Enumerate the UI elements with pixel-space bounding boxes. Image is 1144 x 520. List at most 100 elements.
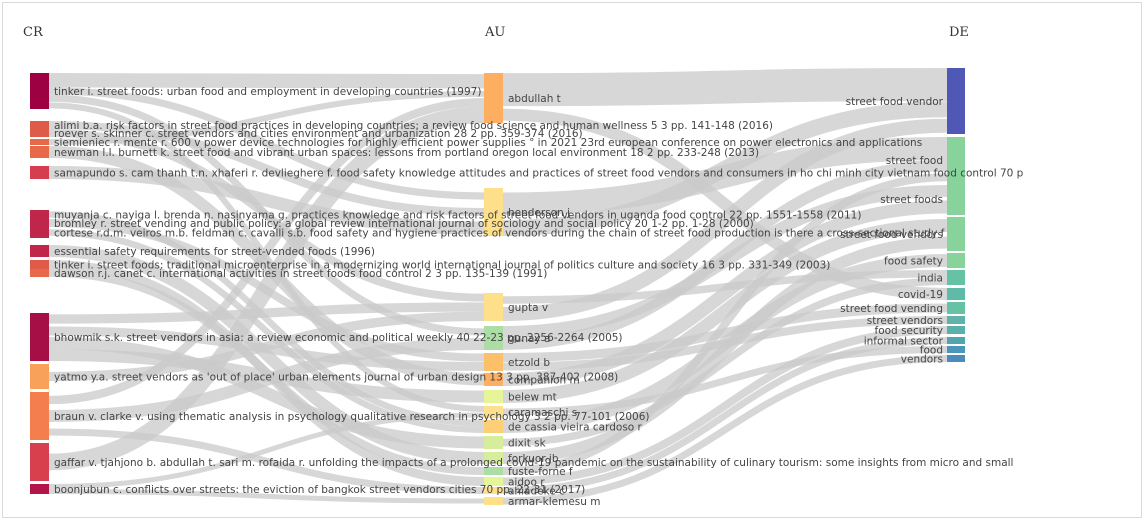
link-cr-15-au-4[interactable] — [48, 338, 485, 422]
labels-layer: tinker i. street foods: urban food and e… — [54, 86, 1024, 508]
de-node[interactable] — [947, 183, 965, 215]
cr-node-label: boonjubun c. conflicts over streets: the… — [54, 484, 585, 496]
link-cr-6-au-2[interactable] — [48, 166, 485, 235]
de-node[interactable] — [947, 137, 965, 183]
cr-node[interactable] — [30, 269, 49, 277]
cr-node[interactable] — [30, 210, 49, 219]
au-node-label: belew mt — [508, 392, 557, 404]
de-node-label: india — [917, 273, 943, 285]
de-node[interactable] — [947, 346, 965, 353]
link-au-2-de-1[interactable] — [502, 101, 948, 236]
cr-node-label: braun v. clarke v. using thematic analys… — [54, 411, 650, 423]
link-au-10-de-6[interactable] — [502, 277, 948, 447]
au-node[interactable] — [484, 293, 503, 321]
link-au-13-de-10[interactable] — [502, 326, 948, 486]
au-node-label: aidoo r — [508, 477, 545, 489]
au-node[interactable] — [484, 420, 503, 433]
de-node[interactable] — [947, 316, 965, 324]
de-node[interactable] — [947, 337, 965, 344]
au-node[interactable] — [484, 73, 503, 123]
cr-node[interactable] — [30, 227, 49, 238]
de-node[interactable] — [947, 302, 965, 314]
au-node[interactable] — [484, 452, 503, 464]
au-node[interactable] — [484, 390, 503, 403]
de-node[interactable] — [947, 270, 965, 285]
cr-node-label: dawson r.j. canet c. international activ… — [54, 268, 547, 280]
au-node[interactable] — [484, 326, 503, 350]
cr-node-label: alimi b.a. risk factors in street food p… — [54, 120, 773, 132]
link-au-4-de-2[interactable] — [502, 160, 948, 350]
link-cr-7-au-9[interactable] — [48, 211, 485, 427]
cr-node-label: samapundo s. cam thanh t.n. xhaferi r. d… — [54, 168, 1024, 180]
link-au-11-de-4[interactable] — [502, 236, 948, 464]
link-au-1-de-1[interactable] — [502, 68, 948, 107]
au-node[interactable] — [484, 487, 503, 494]
link-cr-15-au-1[interactable] — [48, 98, 485, 405]
cr-node-label: tinker i. street foods: traditional micr… — [54, 260, 830, 272]
link-au-8-de-12[interactable] — [502, 346, 948, 416]
au-node-label: de cassia vieira cardoso r — [508, 422, 643, 434]
au-node-label: henderson j — [508, 207, 570, 219]
cr-node-label: siemieniec r. mente r. 600 v power devic… — [54, 137, 922, 149]
link-cr-17-au-15[interactable] — [48, 489, 485, 504]
link-au-12-de-2[interactable] — [502, 173, 948, 475]
au-node-label: gupta v — [508, 302, 548, 314]
link-cr-1-au-1[interactable] — [48, 73, 485, 89]
nodes-layer — [30, 68, 965, 505]
cr-node[interactable] — [30, 484, 49, 494]
column-header-au: AU — [485, 25, 506, 40]
column-header-de: DE — [949, 25, 969, 40]
link-au-6-de-3[interactable] — [502, 200, 948, 386]
link-au-5-de-8[interactable] — [502, 303, 948, 362]
link-cr-16-au-1[interactable] — [48, 106, 485, 471]
au-node[interactable] — [484, 467, 503, 475]
de-node[interactable] — [947, 217, 965, 251]
au-node[interactable] — [484, 373, 503, 386]
cr-node[interactable] — [30, 146, 49, 158]
au-node[interactable] — [484, 406, 503, 418]
au-node[interactable] — [484, 477, 503, 486]
au-node[interactable] — [484, 188, 503, 236]
link-cr-10-au-11[interactable] — [48, 245, 485, 464]
de-node[interactable] — [947, 326, 965, 334]
cr-node-label: essential safety requirements for street… — [54, 246, 375, 258]
cr-node[interactable] — [30, 392, 49, 440]
link-au-7-de-4[interactable] — [502, 219, 948, 403]
link-au-3-de-1[interactable] — [502, 118, 948, 321]
au-node[interactable] — [484, 353, 503, 371]
cr-node[interactable] — [30, 313, 49, 361]
au-node[interactable] — [484, 436, 503, 449]
cr-node[interactable] — [30, 139, 49, 145]
cr-node[interactable] — [30, 443, 49, 481]
link-au-15-de-13[interactable] — [502, 355, 948, 505]
de-node[interactable] — [947, 68, 965, 134]
de-node-label: street foods — [880, 194, 943, 206]
au-node-label: abdullah t — [508, 93, 561, 105]
cr-node[interactable] — [30, 166, 49, 179]
link-cr-13-au-10[interactable] — [48, 337, 485, 449]
de-node-label: food security — [875, 325, 943, 337]
link-cr-14-au-3[interactable] — [48, 311, 485, 382]
au-node-label: dixit sk — [508, 438, 547, 450]
link-cr-17-au-8[interactable] — [48, 412, 485, 489]
link-au-14-de-11[interactable] — [502, 337, 948, 494]
link-au-1-de-7[interactable] — [502, 108, 948, 300]
de-node[interactable] — [947, 288, 965, 300]
link-cr-13-au-3[interactable] — [48, 302, 485, 324]
link-cr-1-au-2[interactable] — [48, 87, 485, 200]
au-node[interactable] — [484, 497, 503, 505]
link-cr-2-au-2[interactable] — [48, 121, 485, 216]
cr-node[interactable] — [30, 245, 49, 257]
cr-node[interactable] — [30, 129, 49, 137]
cr-node[interactable] — [30, 260, 49, 269]
de-node[interactable] — [947, 253, 965, 268]
cr-node[interactable] — [30, 73, 49, 109]
de-node[interactable] — [947, 355, 965, 362]
link-cr-4-au-1[interactable] — [48, 90, 485, 145]
cr-node[interactable] — [30, 219, 49, 227]
cr-node[interactable] — [30, 121, 49, 129]
au-node-label: etzold b — [508, 357, 550, 369]
cr-node[interactable] — [30, 364, 49, 389]
column-header-cr: CR — [23, 25, 43, 40]
de-node-label: street food vendor — [846, 96, 944, 108]
